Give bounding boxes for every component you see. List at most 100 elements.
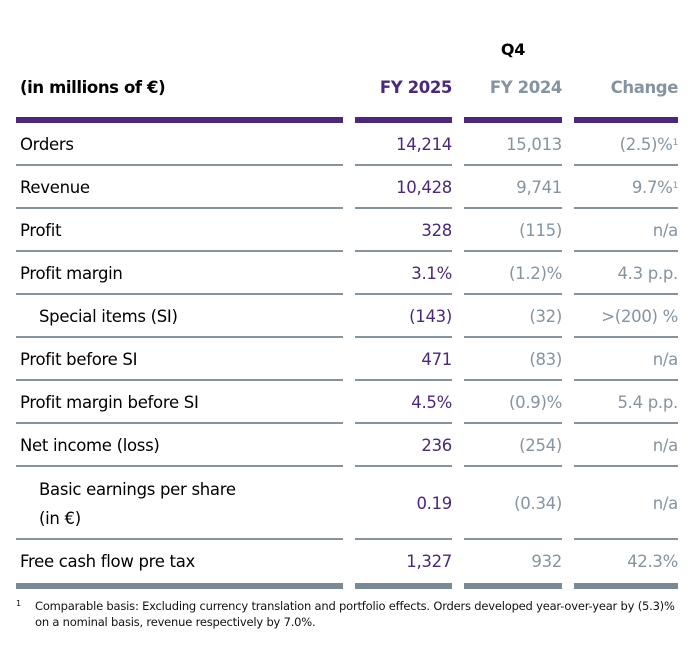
value-fy2025: 0.19	[355, 467, 452, 540]
value-fy2025-text: (143)	[409, 307, 452, 326]
value-change-text: (2.5)%	[619, 135, 673, 154]
value-fy2024: 15,013	[464, 123, 562, 166]
period-header: Q4	[16, 36, 678, 64]
value-fy2024-text: 9,741	[516, 178, 562, 197]
value-fy2025-text: 0.19	[416, 494, 452, 513]
row-divider	[16, 465, 343, 467]
row-divider	[355, 538, 452, 540]
row-divider	[574, 336, 678, 338]
row-divider	[574, 250, 678, 252]
table-row: Orders 14,214 15,013 (2.5)% 1	[16, 123, 678, 166]
footnote-mark: 1	[16, 599, 21, 608]
value-fy2025: 1,327	[355, 540, 452, 583]
value-change: n/a	[574, 209, 679, 252]
header-rule	[464, 117, 562, 123]
row-divider	[355, 164, 452, 166]
row-divider	[355, 583, 452, 589]
row-divider	[574, 538, 678, 540]
row-divider	[574, 293, 678, 295]
value-change: 9.7% 1	[574, 166, 678, 209]
row-divider	[464, 422, 562, 424]
value-change-text: n/a	[652, 221, 679, 240]
header-rule	[355, 117, 452, 123]
value-fy2024-text: (254)	[519, 436, 562, 455]
row-divider	[16, 583, 343, 589]
row-label: Profit margin	[20, 264, 123, 283]
value-change-text: n/a	[652, 436, 679, 455]
row-divider	[355, 207, 452, 209]
value-fy2025: 236	[355, 424, 452, 467]
row-divider	[574, 583, 678, 589]
value-fy2025-text: 471	[421, 350, 452, 369]
row-label: Profit	[20, 221, 62, 240]
value-change: n/a	[574, 467, 679, 540]
row-divider	[464, 583, 562, 589]
value-change-text: n/a	[652, 350, 679, 369]
row-label: Special items (SI)	[39, 307, 178, 326]
row-divider	[464, 379, 562, 381]
header-rule	[16, 117, 343, 123]
value-fy2024: (32)	[464, 295, 562, 338]
value-fy2025: 3.1%	[355, 252, 452, 295]
value-fy2025-text: 10,428	[396, 178, 452, 197]
row-divider	[464, 465, 562, 467]
value-fy2024-text: (1.2)%	[509, 264, 562, 283]
row-label: Revenue	[20, 178, 90, 197]
header-fy2025: FY 2025	[379, 78, 452, 97]
row-label: Net income (loss)	[20, 436, 160, 455]
row-divider	[574, 207, 678, 209]
value-fy2024: 9,741	[464, 166, 562, 209]
header-rule	[574, 117, 678, 123]
row-divider	[355, 250, 452, 252]
row-label: Basic earnings per share (in €)	[20, 467, 343, 540]
value-change: 42.3%	[574, 540, 678, 583]
row-divider	[355, 465, 452, 467]
table-row: Basic earnings per share (in €) 0.19 (0.34)…	[16, 467, 678, 540]
value-fy2024: (0.34)	[464, 467, 562, 540]
table-row: Special items (SI) (143) (32) >(200) %	[16, 295, 678, 338]
value-change-text: n/a	[652, 494, 679, 513]
value-fy2025-text: 14,214	[396, 135, 452, 154]
table-row: Free cash flow pre tax 1,327 932 42.3%	[16, 540, 678, 589]
value-change: n/a	[574, 424, 679, 467]
value-change: (2.5)% 1	[574, 123, 679, 166]
footnote-ref: 1	[672, 137, 679, 148]
value-fy2024-text: (0.34)	[514, 494, 562, 513]
table-body: Orders 14,214 15,013 (2.5)% 1 Revenue 10,428 9,…	[16, 123, 679, 589]
row-divider	[16, 164, 343, 166]
value-change-text: >(200) %	[601, 307, 678, 326]
table-row: Profit before SI 471 (83) n/a	[16, 338, 678, 381]
row-divider	[464, 336, 562, 338]
value-fy2025-text: 328	[421, 221, 452, 240]
column-headers: (in millions of €) FY 2025 FY 2024 Chang…	[16, 74, 678, 104]
value-fy2024-text: 15,013	[506, 135, 562, 154]
row-label: Free cash flow pre tax	[20, 552, 196, 571]
value-fy2025-text: 3.1%	[411, 264, 452, 283]
value-fy2025-text: 4.5%	[411, 393, 452, 412]
row-label-line2: (in €)	[39, 508, 81, 528]
value-change-text: 9.7%	[631, 178, 673, 197]
value-fy2024-text: 932	[531, 552, 562, 571]
value-fy2025: 471	[355, 338, 452, 381]
value-fy2025-text: 1,327	[406, 552, 452, 571]
value-fy2024: (0.9)%	[464, 381, 562, 424]
row-divider	[16, 207, 343, 209]
footnote: 1 Comparable basis: Excluding currency t…	[16, 598, 686, 630]
table-row: Profit margin before SI 4.5% (0.9)% 5.4 p.p…	[16, 381, 678, 424]
row-divider	[16, 538, 343, 540]
value-change: 4.3 p.p.	[574, 252, 678, 295]
row-divider	[464, 250, 562, 252]
value-fy2024-text: (0.9)%	[509, 393, 562, 412]
row-divider	[464, 164, 562, 166]
row-divider	[355, 422, 452, 424]
row-divider	[16, 336, 343, 338]
header-units: (in millions of €)	[20, 78, 166, 97]
value-change-text: 5.4 p.p.	[617, 393, 678, 412]
value-change-text: 42.3%	[627, 552, 678, 571]
value-change: n/a	[574, 338, 679, 381]
value-fy2024: (83)	[464, 338, 562, 381]
value-fy2024: 932	[464, 540, 562, 583]
header-fy2024: FY 2024	[489, 78, 562, 97]
row-divider	[574, 422, 678, 424]
row-divider	[355, 379, 452, 381]
